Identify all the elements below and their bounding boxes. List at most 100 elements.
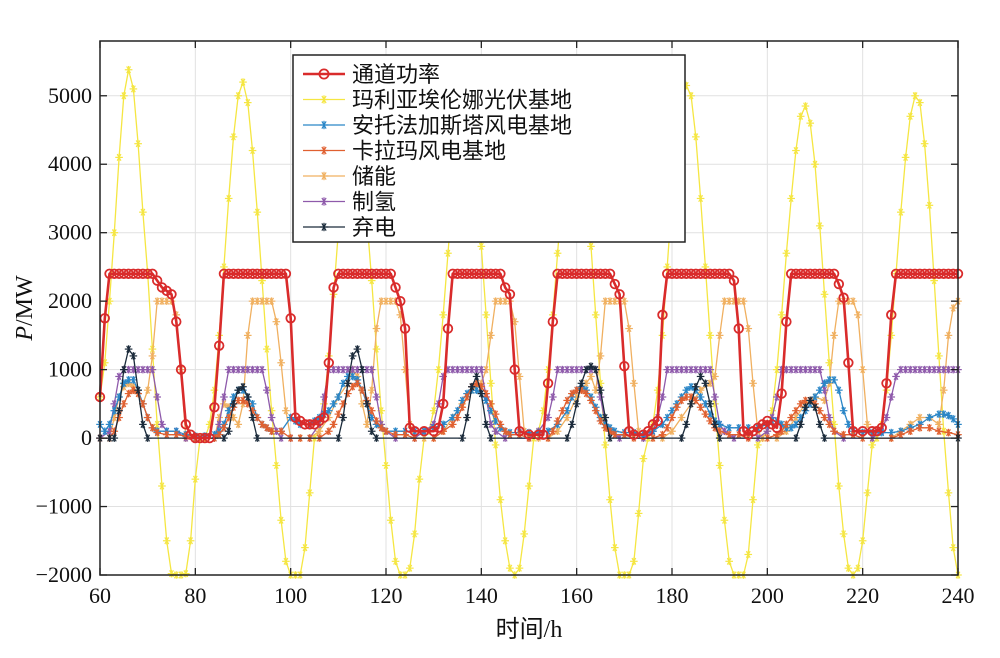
series-0-point xyxy=(305,489,314,497)
series-4-point xyxy=(377,424,386,432)
series-4-point xyxy=(558,406,567,415)
series-0-point xyxy=(868,441,876,449)
series-6-point xyxy=(323,357,335,368)
series-3-point xyxy=(830,376,838,384)
series-2-point xyxy=(477,365,486,374)
series-2-point xyxy=(677,365,686,374)
series-3-point xyxy=(949,415,958,423)
series-6-point xyxy=(938,268,949,279)
y-tick-label: −1000 xyxy=(36,494,92,519)
series-6-point xyxy=(356,268,368,279)
series-4-point xyxy=(906,427,915,436)
series-4-point xyxy=(267,427,276,436)
series-5-point xyxy=(229,400,238,408)
tick-labels: 60 80 100 120 140 160 180 200 220 240 −2000 −1000 0 1… xyxy=(36,83,975,608)
series-2-point xyxy=(663,365,672,374)
series-4-point xyxy=(658,430,667,439)
series-5-point xyxy=(220,434,228,442)
series-5-point xyxy=(348,352,357,360)
series-4-point xyxy=(668,413,676,422)
series-5-point xyxy=(711,420,719,429)
series-4-point xyxy=(815,406,824,415)
series-6-point xyxy=(690,268,702,279)
series-6-point xyxy=(347,268,358,279)
series-4-point xyxy=(239,396,247,405)
series-1-point xyxy=(153,297,161,305)
series-6-point xyxy=(471,268,482,279)
legend-label: 储能 xyxy=(352,165,396,190)
series-0-point xyxy=(835,482,843,490)
series-6-point xyxy=(523,429,535,440)
series-4-point xyxy=(925,424,934,432)
series-6-point xyxy=(256,268,268,279)
series-5-point xyxy=(344,379,352,388)
series-1-point xyxy=(854,311,862,319)
series-6-point xyxy=(457,268,468,279)
series-2-point xyxy=(258,365,266,374)
series-5-point xyxy=(582,365,590,374)
series-6-point xyxy=(352,268,363,279)
series-6-point xyxy=(642,426,654,437)
series-6-point xyxy=(676,268,687,279)
series-4-point xyxy=(706,417,714,425)
series-0-point xyxy=(796,112,805,121)
series-6-point xyxy=(380,268,392,279)
legend-label: 玛利亚埃伦娜光伏基地 xyxy=(352,89,572,114)
series-4-point xyxy=(916,424,924,432)
series-6-point xyxy=(557,268,568,279)
series-4-point xyxy=(143,413,152,422)
series-1-point xyxy=(744,324,753,333)
series-0-point xyxy=(182,569,190,578)
x-tick-label: 80 xyxy=(184,583,206,608)
series-6-point xyxy=(476,268,487,279)
y-tick-label: 0 xyxy=(81,425,92,450)
series-0-point xyxy=(858,536,867,545)
series-2-point xyxy=(243,365,252,374)
series-6-point xyxy=(151,275,163,286)
series-6-point xyxy=(223,268,234,279)
series-1-point xyxy=(625,324,633,333)
series-6-point xyxy=(366,268,377,279)
legend-label: 卡拉玛风电基地 xyxy=(352,140,506,165)
series-6-point xyxy=(242,268,253,279)
series-4-point xyxy=(801,396,810,405)
series-5-point xyxy=(563,434,571,442)
series-4-point xyxy=(348,382,357,391)
series-4-point xyxy=(129,386,138,394)
series-6-point xyxy=(828,268,840,279)
series-6-point xyxy=(809,268,821,279)
series-3-point xyxy=(453,406,462,415)
series-0-point xyxy=(239,78,247,86)
legend-item: 制氢 xyxy=(303,191,396,216)
series-6-point xyxy=(662,268,673,279)
series-6-point xyxy=(728,275,740,286)
series-6-point xyxy=(581,268,592,279)
series-0-point xyxy=(167,569,176,578)
series-0-point xyxy=(916,98,924,107)
series-2-point xyxy=(906,365,915,374)
series-0-point xyxy=(792,146,800,155)
y-tick-label: 2000 xyxy=(48,288,92,313)
series-4-point xyxy=(277,427,285,436)
series-2-point xyxy=(224,365,233,374)
series-5-point xyxy=(248,413,257,422)
series-6-point xyxy=(480,268,492,279)
series-2-point xyxy=(153,393,161,401)
series-6-point xyxy=(819,268,830,279)
series-3-point xyxy=(129,376,138,384)
series-1-point xyxy=(939,386,948,394)
series-6-point xyxy=(280,268,292,279)
series-4-point xyxy=(830,427,838,436)
series-3-point xyxy=(472,386,481,394)
series-6-point xyxy=(399,323,411,334)
series-5-point xyxy=(139,420,147,429)
series-4-point xyxy=(701,410,710,418)
series-6-point xyxy=(218,268,230,279)
series-0-point xyxy=(434,365,443,374)
series-6-point xyxy=(433,422,444,434)
series-6-point xyxy=(561,268,573,279)
series-0-point xyxy=(124,65,133,74)
series-6-point xyxy=(495,268,506,279)
series-1-point xyxy=(696,386,705,394)
series-4-point xyxy=(839,430,848,439)
